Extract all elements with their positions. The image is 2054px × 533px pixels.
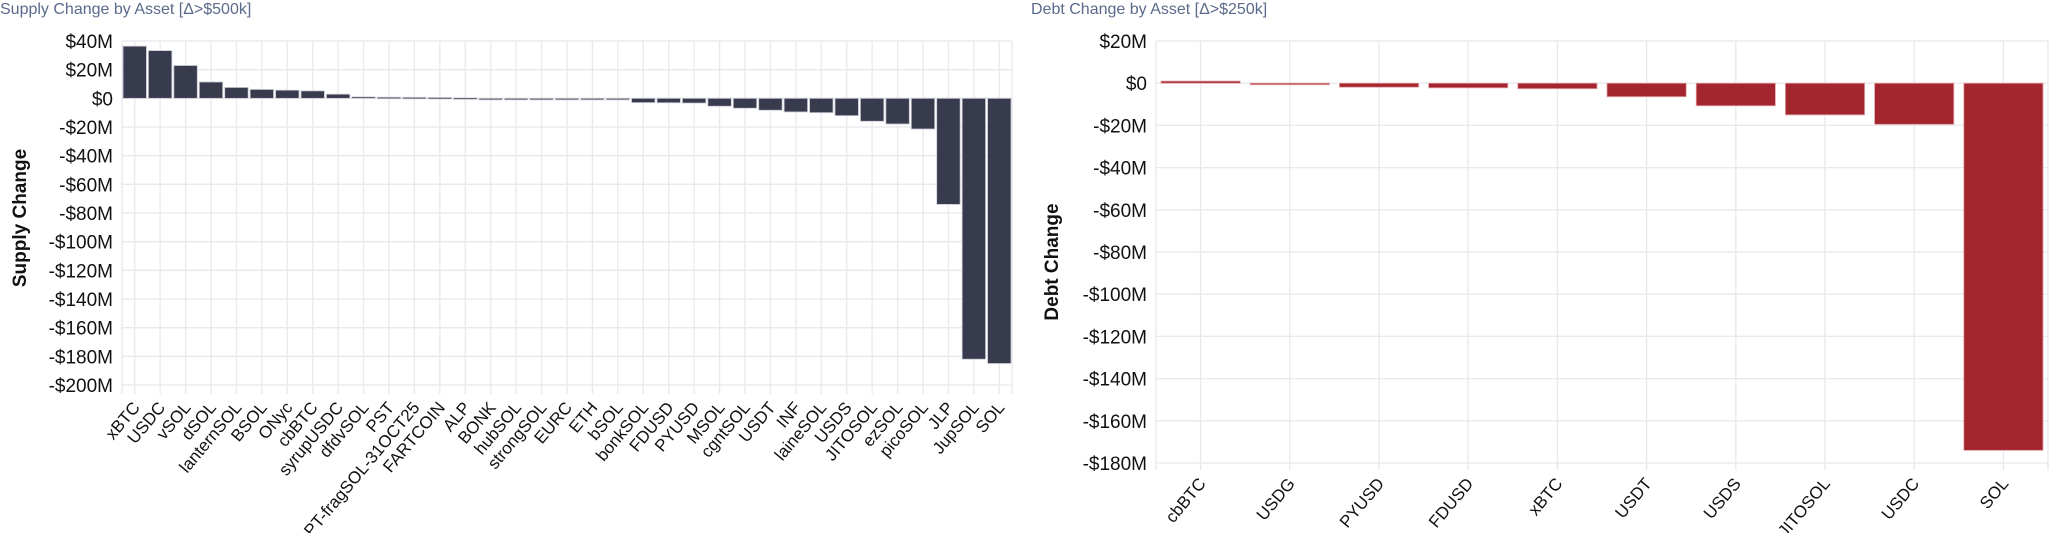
bar-picoSOL[interactable] [910,97,936,130]
bar-xBTC[interactable] [122,45,147,99]
bar-dfdvSOL[interactable] [351,96,376,99]
y-tick-label: -$60M [1093,201,1147,222]
bar-BSOL[interactable] [249,89,274,99]
x-tick-label: PYUSD [1336,474,1388,531]
y-axis-label: Supply Change [10,149,31,287]
bar-dSOL[interactable] [198,81,224,99]
bar-JLP[interactable] [936,97,961,205]
y-tick-label: -$160M [49,319,113,340]
bar-USDC[interactable] [148,50,173,99]
y-tick-label: -$180M [1083,454,1147,475]
bar-syrupUSDC[interactable] [326,93,351,99]
y-tick-label: $0 [1126,74,1147,95]
bar-cgntSOL[interactable] [732,97,758,109]
y-tick-label: -$140M [49,290,113,311]
y-tick-label: $20M [1099,32,1147,53]
y-tick-label: -$100M [1083,285,1147,306]
y-tick-label: $40M [65,32,113,53]
bar-laineSOL[interactable] [809,97,834,114]
bar-SOL[interactable] [987,97,1012,364]
bar-bonkSOL[interactable] [631,97,656,104]
bar-SOL[interactable] [1963,82,2044,451]
y-tick-label: -$20M [1093,116,1147,137]
y-tick-label: -$160M [1083,412,1147,433]
y-tick-label: -$20M [59,118,113,139]
x-tick-label: cbBTC [1162,474,1210,526]
bar-vSOL[interactable] [173,65,198,99]
supply-change-chart: Supply Change by Asset [Δ>$500k] Supply … [0,1,1013,533]
x-tick-label: SOL [1976,474,2012,512]
y-tick-label: -$40M [1093,159,1147,180]
bar-hubSOL[interactable] [504,97,529,101]
bar-xBTC[interactable] [1517,82,1598,90]
y-tick-label: -$80M [1093,243,1147,264]
bar-cbBTC[interactable] [1160,80,1241,84]
y-tick-label: -$200M [49,376,113,397]
y-tick-label: $20M [65,61,113,82]
x-tick-label: JITOSOL [1774,474,1834,533]
y-tick-label: -$140M [1083,370,1147,391]
bar-PYUSD[interactable] [682,97,707,104]
bar-JupSOL[interactable] [961,97,986,360]
bar-JITOSOL[interactable] [1785,82,1866,116]
x-tick-label: USDC [1878,474,1924,523]
y-tick-label: -$120M [49,261,113,282]
bar-USDS[interactable] [834,97,859,117]
bar-FARTCOIN[interactable] [427,97,452,100]
y-tick-label: -$180M [49,347,113,368]
x-tick-label: USDG [1253,474,1299,524]
bar-PST[interactable] [376,96,402,100]
y-tick-label: -$120M [1083,327,1147,348]
y-tick-label: -$80M [59,204,113,225]
bar-USDT[interactable] [1606,82,1687,98]
x-tick-label: SOL [972,398,1008,436]
bar-USDS[interactable] [1695,82,1776,107]
bar-lanternSOL[interactable] [224,87,249,99]
bar-FDUSD[interactable] [1428,82,1509,89]
bar-bSOL[interactable] [605,97,630,101]
y-tick-label: -$60M [59,175,113,196]
y-axis-label: Debt Change [1042,203,1063,320]
bar-ALP[interactable] [453,97,478,100]
debt-change-chart: Debt Change by Asset [Δ>$250k] Debt Chan… [1031,1,2049,533]
x-tick-label: USDT [1611,474,1655,522]
bar-ONyc[interactable] [275,89,300,99]
bar-ezSOL[interactable] [885,97,910,125]
bar-ETH[interactable] [580,97,605,101]
bar-INF[interactable] [783,97,808,113]
bar-USDT[interactable] [758,97,783,111]
x-tick-label: USDS [1700,474,1745,522]
x-tick-label: xBTC [1525,474,1567,519]
bar-BONK[interactable] [478,97,503,101]
chart-title: Debt Change by Asset [Δ>$250k] [1031,1,1267,18]
y-tick-label: -$100M [49,233,113,254]
bar-cbBTC[interactable] [300,90,325,99]
bar-JITOSOL[interactable] [860,97,885,122]
y-tick-label: $0 [92,89,113,110]
bar-EURC[interactable] [554,97,580,101]
x-tick-label: FDUSD [1425,474,1477,531]
bar-PYUSD[interactable] [1339,82,1420,88]
bar-USDC[interactable] [1874,82,1955,125]
chart-title: Supply Change by Asset [Δ>$500k] [0,1,251,18]
bar-strongSOL[interactable] [529,97,554,101]
y-tick-label: -$40M [59,147,113,168]
bar-FDUSD[interactable] [656,97,681,104]
bar-PT-fragSOL-31OCT25[interactable] [402,96,427,100]
bar-MSOL[interactable] [707,97,732,107]
bar-USDG[interactable] [1249,82,1330,86]
